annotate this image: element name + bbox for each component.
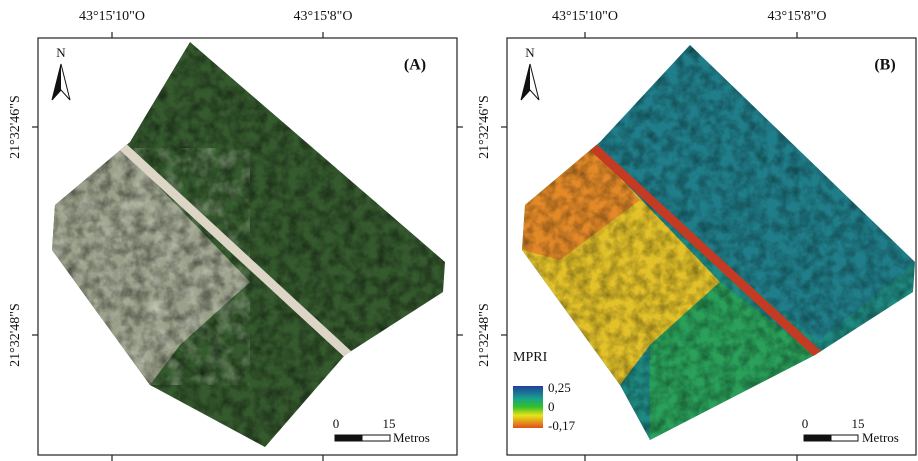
legend-title: MPRI — [513, 350, 548, 365]
rgb-image — [38, 38, 457, 455]
legend-label: 0 — [548, 399, 555, 414]
longitude-label: 43°15'10"O — [79, 9, 145, 24]
scale-label: 15 — [852, 416, 865, 431]
scale-unit: Metros — [862, 430, 899, 445]
north-label: N — [56, 45, 66, 60]
longitude-label: 43°15'10"O — [552, 9, 618, 24]
panel-label: (A) — [404, 57, 426, 74]
legend-label: 0,25 — [548, 380, 571, 395]
legend-label: -0,17 — [548, 418, 576, 433]
scale-label: 0 — [802, 416, 809, 431]
north-label: N — [525, 45, 535, 60]
latitude-label: 21°32'46"S — [477, 95, 492, 159]
scale-label: 0 — [333, 416, 340, 431]
latitude-label: 21°32'48"S — [8, 303, 23, 367]
figure: 43°15'10"O 43°15'8"O 21°32'46"S 21°32'48… — [0, 0, 918, 461]
scale-unit: Metros — [393, 430, 430, 445]
legend-ramp — [513, 386, 543, 428]
longitude-label: 43°15'8"O — [294, 9, 353, 24]
latitude-label: 21°32'46"S — [8, 95, 23, 159]
latitude-label: 21°32'48"S — [477, 303, 492, 367]
scale-label: 15 — [383, 416, 396, 431]
panel-label: (B) — [874, 57, 895, 74]
longitude-label: 43°15'8"O — [768, 9, 827, 24]
